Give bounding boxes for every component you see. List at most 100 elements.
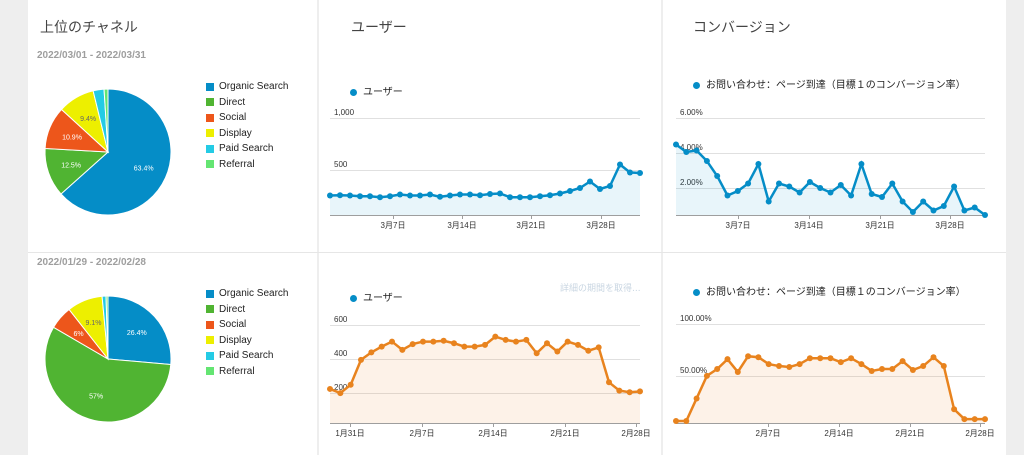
data-point[interactable] bbox=[327, 192, 333, 199]
data-point[interactable] bbox=[734, 368, 741, 375]
legend-item[interactable]: Display bbox=[206, 126, 288, 142]
data-point[interactable] bbox=[533, 350, 540, 357]
data-point[interactable] bbox=[637, 388, 643, 395]
data-point[interactable] bbox=[951, 183, 958, 190]
data-point[interactable] bbox=[724, 356, 731, 363]
data-point[interactable] bbox=[387, 193, 393, 200]
data-point[interactable] bbox=[817, 185, 824, 191]
data-point[interactable] bbox=[899, 198, 906, 205]
data-point[interactable] bbox=[527, 194, 533, 201]
data-point[interactable] bbox=[397, 191, 403, 198]
data-point[interactable] bbox=[817, 355, 824, 362]
data-point[interactable] bbox=[683, 149, 690, 155]
data-point[interactable] bbox=[806, 355, 813, 362]
data-point[interactable] bbox=[482, 341, 488, 348]
legend-item[interactable]: Display bbox=[206, 333, 288, 349]
data-point[interactable] bbox=[827, 355, 834, 362]
data-point[interactable] bbox=[585, 347, 592, 354]
data-point[interactable] bbox=[367, 193, 373, 200]
data-point[interactable] bbox=[703, 158, 710, 164]
data-point[interactable] bbox=[420, 338, 426, 345]
data-point[interactable] bbox=[597, 186, 603, 192]
pie-slice-referral[interactable] bbox=[103, 88, 109, 153]
data-point[interactable] bbox=[467, 191, 473, 198]
data-point[interactable] bbox=[337, 390, 344, 397]
data-point[interactable] bbox=[492, 333, 499, 340]
data-point[interactable] bbox=[858, 361, 865, 368]
data-point[interactable] bbox=[868, 191, 875, 197]
data-point[interactable] bbox=[378, 343, 385, 350]
data-point[interactable] bbox=[940, 203, 947, 209]
pie-slice-organic-search[interactable] bbox=[107, 295, 172, 366]
data-point[interactable] bbox=[407, 192, 413, 199]
data-point[interactable] bbox=[796, 361, 803, 368]
data-point[interactable] bbox=[909, 209, 916, 215]
data-point[interactable] bbox=[575, 341, 581, 348]
data-point[interactable] bbox=[523, 336, 530, 343]
legend-item[interactable]: Social bbox=[206, 317, 288, 333]
data-point[interactable] bbox=[447, 192, 453, 199]
data-point[interactable] bbox=[564, 338, 571, 345]
data-point[interactable] bbox=[868, 367, 875, 374]
data-point[interactable] bbox=[513, 338, 519, 345]
data-point[interactable] bbox=[765, 361, 772, 368]
data-point[interactable] bbox=[961, 416, 968, 423]
data-point[interactable] bbox=[827, 189, 834, 196]
legend-item[interactable]: Social bbox=[206, 110, 288, 126]
data-point[interactable] bbox=[899, 358, 906, 365]
data-point[interactable] bbox=[714, 173, 721, 179]
data-point[interactable] bbox=[554, 348, 561, 355]
data-point[interactable] bbox=[673, 141, 679, 148]
data-point[interactable] bbox=[471, 343, 478, 350]
data-point[interactable] bbox=[796, 189, 803, 196]
pie-slice-referral[interactable] bbox=[105, 295, 109, 360]
data-point[interactable] bbox=[417, 192, 423, 199]
data-point[interactable] bbox=[776, 180, 782, 187]
data-point[interactable] bbox=[502, 336, 509, 343]
legend-item[interactable]: Organic Search bbox=[206, 286, 288, 302]
data-point[interactable] bbox=[806, 179, 813, 185]
data-point[interactable] bbox=[451, 340, 457, 347]
pie-slice-organic-search[interactable] bbox=[60, 88, 172, 216]
data-point[interactable] bbox=[745, 180, 752, 187]
data-point[interactable] bbox=[595, 344, 602, 351]
data-point[interactable] bbox=[337, 192, 343, 199]
legend-item[interactable]: Paid Search bbox=[206, 141, 288, 157]
data-point[interactable] bbox=[920, 363, 927, 370]
data-point[interactable] bbox=[786, 183, 793, 190]
data-point[interactable] bbox=[457, 191, 463, 198]
data-point[interactable] bbox=[961, 207, 968, 214]
data-point[interactable] bbox=[673, 418, 679, 425]
legend-item[interactable]: Referral bbox=[206, 364, 288, 380]
data-point[interactable] bbox=[858, 161, 865, 167]
data-point[interactable] bbox=[389, 338, 395, 345]
data-point[interactable] bbox=[409, 341, 416, 348]
data-point[interactable] bbox=[557, 190, 563, 197]
data-point[interactable] bbox=[587, 178, 593, 185]
data-point[interactable] bbox=[437, 193, 443, 200]
data-point[interactable] bbox=[327, 385, 333, 392]
data-point[interactable] bbox=[347, 381, 354, 388]
data-point[interactable] bbox=[358, 356, 364, 363]
data-point[interactable] bbox=[971, 204, 978, 211]
data-point[interactable] bbox=[683, 418, 690, 425]
data-point[interactable] bbox=[909, 366, 916, 373]
data-point[interactable] bbox=[627, 169, 633, 176]
data-point[interactable] bbox=[637, 170, 643, 176]
data-point[interactable] bbox=[879, 366, 885, 372]
data-point[interactable] bbox=[347, 192, 353, 199]
data-point[interactable] bbox=[786, 364, 793, 371]
data-point[interactable] bbox=[848, 355, 855, 362]
data-point[interactable] bbox=[544, 340, 550, 347]
data-point[interactable] bbox=[606, 379, 612, 386]
legend-item[interactable]: Direct bbox=[206, 95, 288, 111]
data-point[interactable] bbox=[693, 395, 700, 402]
data-point[interactable] bbox=[930, 207, 937, 214]
pie-slice-direct[interactable] bbox=[44, 326, 172, 423]
data-point[interactable] bbox=[427, 191, 433, 198]
data-point[interactable] bbox=[714, 366, 721, 372]
data-point[interactable] bbox=[755, 354, 762, 361]
legend-item[interactable]: Organic Search bbox=[206, 79, 288, 95]
data-point[interactable] bbox=[837, 182, 844, 188]
data-point[interactable] bbox=[616, 387, 623, 394]
